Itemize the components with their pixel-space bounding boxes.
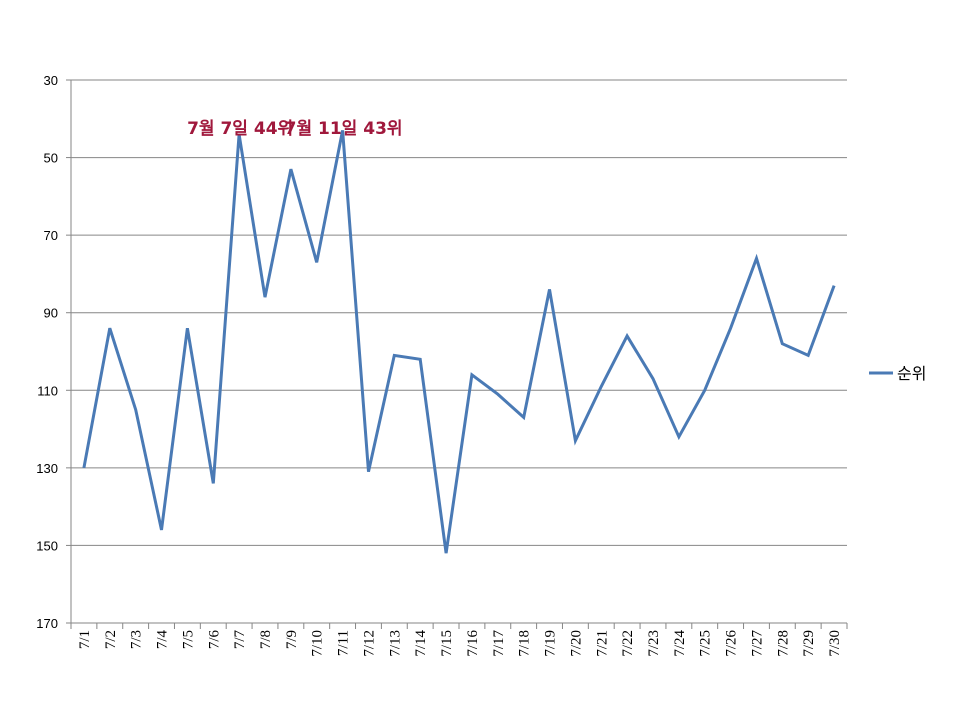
- x-tick-label: 7/17: [491, 630, 507, 657]
- y-tick-label: 110: [37, 383, 58, 398]
- x-tick-label: 7/26: [724, 630, 740, 657]
- y-tick-label: 70: [44, 228, 58, 243]
- x-tick-label: 7/28: [775, 630, 791, 657]
- x-tick-label: 7/29: [801, 630, 817, 657]
- y-tick-label: 150: [36, 538, 58, 553]
- legend: 순위: [869, 364, 926, 383]
- x-tick-label: 7/12: [361, 630, 377, 657]
- x-tick-label: 7/6: [206, 630, 222, 650]
- annotation-label: 7월 7일 44위: [187, 119, 293, 139]
- x-tick-label: 7/3: [129, 630, 145, 649]
- x-axis-tick-labels: 7/1 7/2 7/3 7/4 7/5 7/6 7/7 7/8 7/9 7/10 7/11 7/12 7…: [77, 630, 843, 657]
- x-tick-label: 7/24: [672, 630, 688, 657]
- x-tick-label: 7/30: [827, 630, 843, 657]
- x-tick-label: 7/7: [232, 630, 248, 650]
- x-tick-label: 7/16: [465, 630, 481, 657]
- y-tick-label: 30: [44, 73, 58, 88]
- x-tick-label: 7/9: [284, 630, 300, 649]
- series: [84, 130, 834, 553]
- x-tick-label: 7/20: [568, 630, 584, 657]
- x-tick-label: 7/27: [749, 630, 765, 657]
- x-tick-label: 7/2: [103, 630, 119, 649]
- y-tick-label: 130: [36, 461, 58, 476]
- gridlines: [71, 80, 847, 545]
- x-tick-label: 7/1: [77, 630, 93, 649]
- x-tick-label: 7/5: [180, 630, 196, 649]
- x-tick-label: 7/11: [336, 630, 352, 656]
- y-axis-tick-labels: 30 50 70 90 110 130 150 170: [36, 73, 58, 631]
- y-tick-label: 170: [36, 616, 58, 631]
- annotation-label: 7월 11일 43위: [285, 119, 403, 139]
- series-line: [84, 130, 834, 553]
- x-tick-label: 7/8: [258, 630, 274, 649]
- legend-label: 순위: [897, 364, 926, 383]
- x-tick-label: 7/10: [310, 630, 326, 657]
- x-tick-label: 7/22: [620, 630, 636, 657]
- x-tick-label: 7/15: [439, 630, 455, 657]
- y-tick-label: 50: [44, 151, 58, 166]
- x-tick-label: 7/14: [413, 630, 429, 657]
- x-tick-label: 7/25: [698, 630, 714, 657]
- x-tick-label: 7/23: [646, 630, 662, 657]
- x-tick-label: 7/13: [387, 630, 403, 657]
- x-tick-label: 7/18: [517, 630, 533, 657]
- x-tick-label: 7/4: [155, 630, 171, 650]
- x-tick-label: 7/19: [543, 630, 559, 657]
- y-tick-label: 90: [44, 306, 58, 321]
- x-tick-label: 7/21: [594, 630, 610, 657]
